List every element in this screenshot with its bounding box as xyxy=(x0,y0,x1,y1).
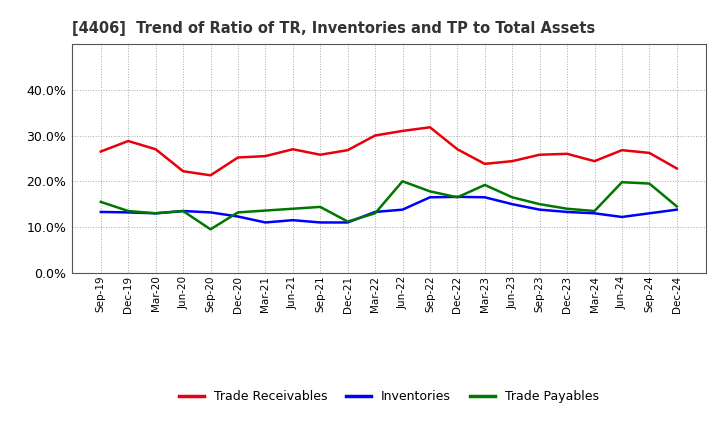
Trade Payables xyxy=(343,219,352,224)
Trade Receivables xyxy=(645,150,654,156)
Trade Payables xyxy=(316,204,325,209)
Inventories xyxy=(618,214,626,220)
Inventories xyxy=(563,209,572,215)
Inventories xyxy=(233,214,242,219)
Trade Receivables xyxy=(618,147,626,153)
Trade Payables xyxy=(508,194,516,200)
Trade Receivables xyxy=(371,133,379,138)
Trade Payables xyxy=(124,209,132,214)
Trade Payables xyxy=(536,202,544,207)
Trade Receivables xyxy=(480,161,489,166)
Line: Trade Receivables: Trade Receivables xyxy=(101,127,677,175)
Line: Trade Payables: Trade Payables xyxy=(101,181,677,229)
Trade Receivables xyxy=(398,128,407,134)
Trade Payables xyxy=(206,227,215,232)
Inventories xyxy=(316,220,325,225)
Inventories xyxy=(672,207,681,212)
Inventories xyxy=(151,211,160,216)
Inventories xyxy=(261,220,270,225)
Inventories xyxy=(124,210,132,215)
Trade Receivables xyxy=(672,166,681,171)
Inventories xyxy=(371,209,379,215)
Line: Inventories: Inventories xyxy=(101,197,677,223)
Trade Payables xyxy=(426,189,434,194)
Trade Receivables xyxy=(289,147,297,152)
Trade Payables xyxy=(672,204,681,209)
Inventories xyxy=(508,202,516,207)
Trade Payables xyxy=(563,206,572,211)
Trade Payables xyxy=(645,181,654,186)
Trade Receivables xyxy=(316,152,325,158)
Trade Payables xyxy=(398,179,407,184)
Trade Payables xyxy=(590,209,599,214)
Trade Receivables xyxy=(563,151,572,157)
Trade Payables xyxy=(618,180,626,185)
Trade Receivables xyxy=(261,154,270,159)
Trade Receivables xyxy=(536,152,544,158)
Trade Receivables xyxy=(233,155,242,160)
Trade Payables xyxy=(151,211,160,216)
Trade Receivables xyxy=(590,158,599,164)
Trade Receivables xyxy=(179,169,187,174)
Trade Payables xyxy=(453,194,462,200)
Trade Payables xyxy=(261,208,270,213)
Trade Receivables xyxy=(124,138,132,143)
Trade Payables xyxy=(96,199,105,205)
Inventories xyxy=(645,211,654,216)
Inventories xyxy=(96,209,105,215)
Trade Receivables xyxy=(206,172,215,178)
Trade Receivables xyxy=(343,147,352,153)
Inventories xyxy=(536,207,544,212)
Trade Payables xyxy=(179,209,187,214)
Inventories xyxy=(179,209,187,214)
Inventories xyxy=(343,220,352,225)
Inventories xyxy=(480,194,489,200)
Inventories xyxy=(426,194,434,200)
Trade Receivables xyxy=(426,125,434,130)
Inventories xyxy=(206,210,215,215)
Trade Receivables xyxy=(96,149,105,154)
Inventories xyxy=(289,217,297,223)
Trade Receivables xyxy=(508,158,516,164)
Text: [4406]  Trend of Ratio of TR, Inventories and TP to Total Assets: [4406] Trend of Ratio of TR, Inventories… xyxy=(72,21,595,36)
Trade Payables xyxy=(480,182,489,187)
Legend: Trade Receivables, Inventories, Trade Payables: Trade Receivables, Inventories, Trade Pa… xyxy=(174,385,604,408)
Trade Receivables xyxy=(453,147,462,152)
Inventories xyxy=(398,207,407,212)
Inventories xyxy=(453,194,462,199)
Trade Payables xyxy=(371,211,379,216)
Trade Payables xyxy=(289,206,297,211)
Trade Receivables xyxy=(151,147,160,152)
Trade Payables xyxy=(233,210,242,215)
Inventories xyxy=(590,211,599,216)
